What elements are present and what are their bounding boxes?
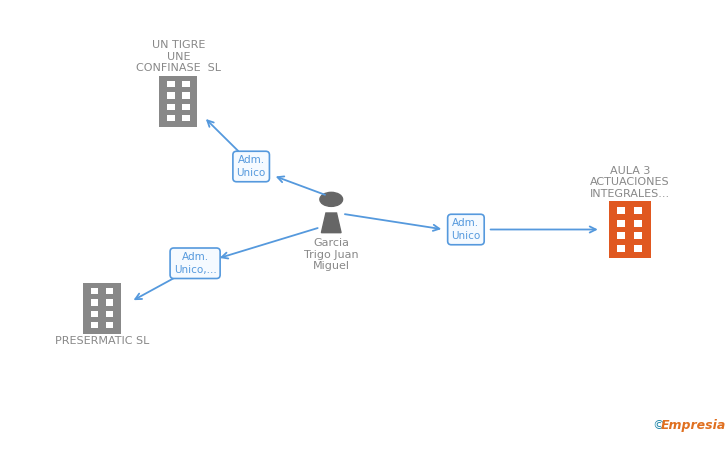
Circle shape (320, 192, 343, 207)
Bar (106, 311, 114, 317)
Text: Adm.
Unico: Adm. Unico (451, 218, 480, 241)
Bar (182, 115, 190, 122)
Bar (90, 311, 98, 317)
Bar (83, 283, 121, 334)
Bar (106, 299, 114, 306)
Bar (167, 92, 175, 99)
Bar (634, 233, 642, 239)
Text: Adm.
Unico,...: Adm. Unico,... (174, 252, 216, 275)
Bar (167, 104, 175, 110)
Bar (617, 207, 625, 214)
Text: Adm.
Unico: Adm. Unico (237, 155, 266, 178)
Bar (182, 104, 190, 110)
Bar (106, 288, 114, 294)
Bar (106, 322, 114, 328)
Bar (609, 201, 651, 258)
Bar (182, 92, 190, 99)
Bar (634, 207, 642, 214)
Bar (182, 81, 190, 87)
Bar (634, 245, 642, 252)
Bar (90, 322, 98, 328)
Bar (167, 81, 175, 87)
Bar (617, 220, 625, 226)
Text: Empresia: Empresia (661, 419, 727, 432)
Bar (159, 76, 197, 127)
Bar (90, 299, 98, 306)
Bar (634, 220, 642, 226)
Text: Garcia
Trigo Juan
Miguel: Garcia Trigo Juan Miguel (304, 238, 359, 271)
Bar (617, 233, 625, 239)
Text: UN TIGRE
UNE
CONFINASE  SL: UN TIGRE UNE CONFINASE SL (136, 40, 221, 73)
Bar (167, 115, 175, 122)
Text: PRESERMATIC SL: PRESERMATIC SL (55, 336, 149, 346)
Text: AULA 3
ACTUACIONES
INTEGRALES...: AULA 3 ACTUACIONES INTEGRALES... (590, 166, 670, 199)
Bar (90, 288, 98, 294)
Text: ©: © (652, 419, 665, 432)
Bar (617, 245, 625, 252)
Polygon shape (321, 213, 341, 233)
